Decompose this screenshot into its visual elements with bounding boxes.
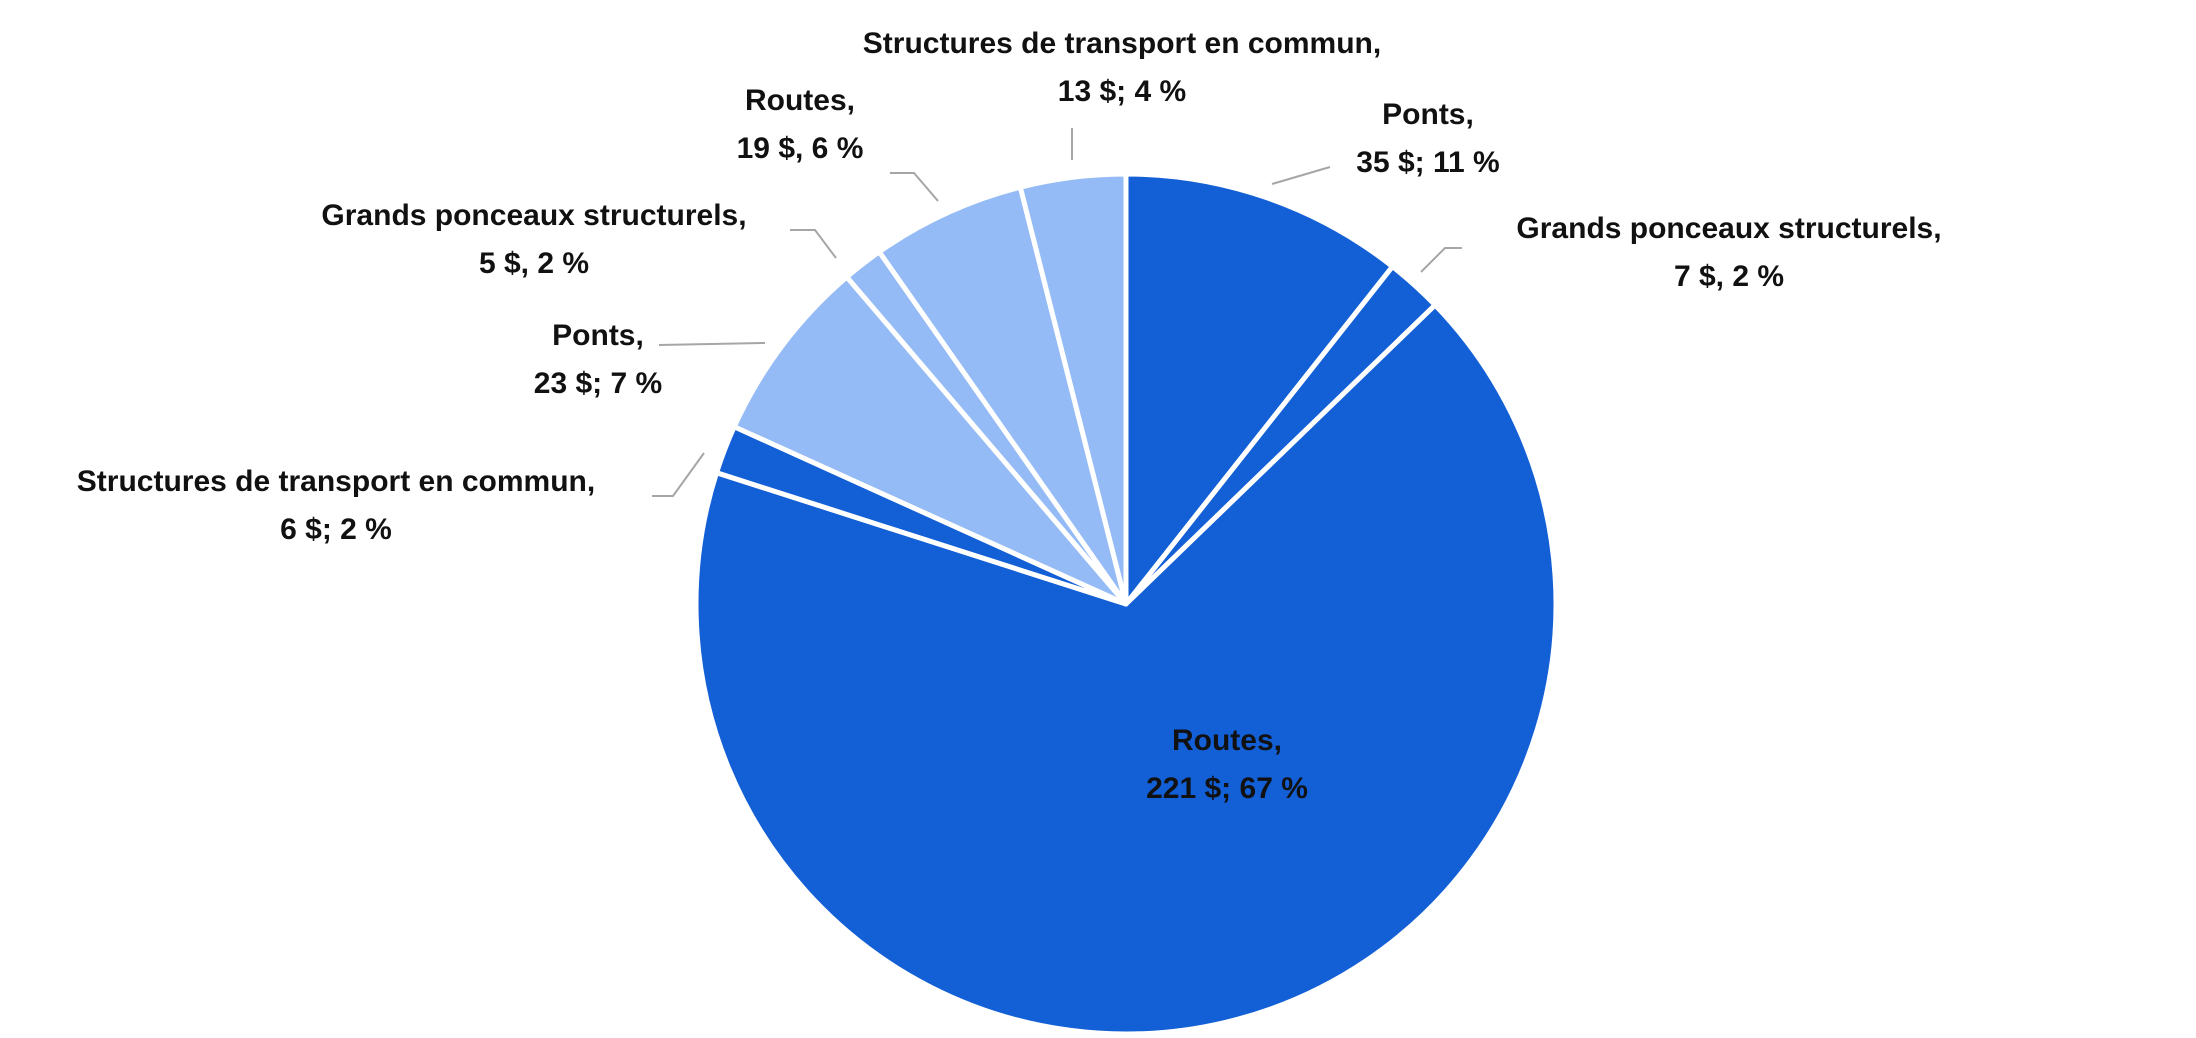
leader-line: [658, 342, 766, 346]
slice-category-label: Routes,: [745, 84, 855, 117]
pie-slice: [1017, 171, 1129, 607]
slice-value-label: 19 $, 6 %: [737, 132, 864, 165]
pie-slice: [876, 184, 1129, 607]
labels: Ponts, 35 $; 11 % Grands ponceaux structur…: [77, 27, 1942, 805]
pie: [693, 171, 1559, 1037]
slice-value-label: 13 $; 4 %: [1058, 75, 1186, 108]
pie-slice: [693, 302, 1559, 1037]
slice-value-label: 6 $; 2 %: [280, 513, 392, 546]
leader-line: [652, 452, 705, 497]
slice-category-label: Ponts,: [552, 319, 644, 352]
pie-slice: [1123, 171, 1395, 607]
pie-slice: [731, 274, 1129, 607]
slice-value-label: 35 $; 11 %: [1356, 146, 1499, 179]
leader-line: [790, 229, 837, 259]
slice-value-label: 7 $, 2 %: [1674, 260, 1784, 293]
leader-lines: [652, 128, 1462, 497]
slice-value-label: 221 $; 67 %: [1146, 772, 1308, 805]
slice-category-label: Grands ponceaux structurels,: [321, 199, 746, 232]
leader-line: [1420, 247, 1462, 273]
leader-line: [1271, 166, 1331, 185]
slice-category-label: Grands ponceaux structurels,: [1516, 212, 1941, 245]
slice-value-label: 5 $, 2 %: [479, 247, 589, 280]
leader-line: [890, 172, 939, 202]
slice-category-label: Ponts,: [1382, 98, 1474, 131]
slice-category-label: Structures de transport en commun,: [77, 465, 595, 498]
slice-value-label: 23 $; 7 %: [534, 367, 662, 400]
slice-category-label: Routes,: [1172, 724, 1282, 757]
slice-category-label: Structures de transport en commun,: [863, 27, 1381, 60]
